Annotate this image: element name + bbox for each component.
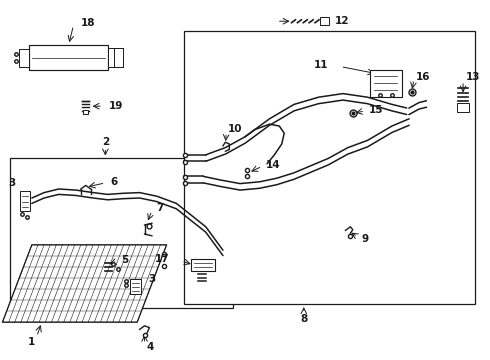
Bar [29, 45, 108, 70]
Text: 14: 14 [266, 160, 280, 170]
Text: 10: 10 [228, 124, 243, 134]
Text: 8: 8 [300, 314, 307, 324]
Bar [108, 48, 114, 67]
Bar [184, 31, 475, 304]
Bar [20, 191, 30, 211]
Bar [19, 49, 29, 67]
Polygon shape [2, 245, 167, 322]
Text: 2: 2 [102, 137, 109, 147]
Bar [370, 70, 402, 97]
Text: 12: 12 [335, 16, 349, 26]
Bar [320, 17, 329, 25]
Text: 15: 15 [368, 105, 383, 115]
Text: 1: 1 [28, 337, 35, 347]
Text: 3: 3 [148, 274, 155, 284]
Text: 5: 5 [122, 255, 129, 265]
Text: 19: 19 [109, 101, 123, 111]
Bar [83, 110, 88, 114]
Text: 4: 4 [146, 342, 153, 352]
Text: 3: 3 [8, 178, 15, 188]
Bar [457, 103, 469, 112]
Bar [10, 158, 233, 308]
Text: 17: 17 [154, 254, 169, 264]
Bar [191, 259, 215, 271]
Text: 16: 16 [416, 72, 430, 82]
Text: 13: 13 [466, 72, 480, 82]
Text: 9: 9 [362, 234, 369, 244]
Bar [130, 279, 141, 294]
Text: 6: 6 [110, 177, 118, 187]
Text: 18: 18 [81, 18, 96, 28]
Text: 7: 7 [156, 203, 163, 213]
Text: 11: 11 [314, 60, 328, 70]
